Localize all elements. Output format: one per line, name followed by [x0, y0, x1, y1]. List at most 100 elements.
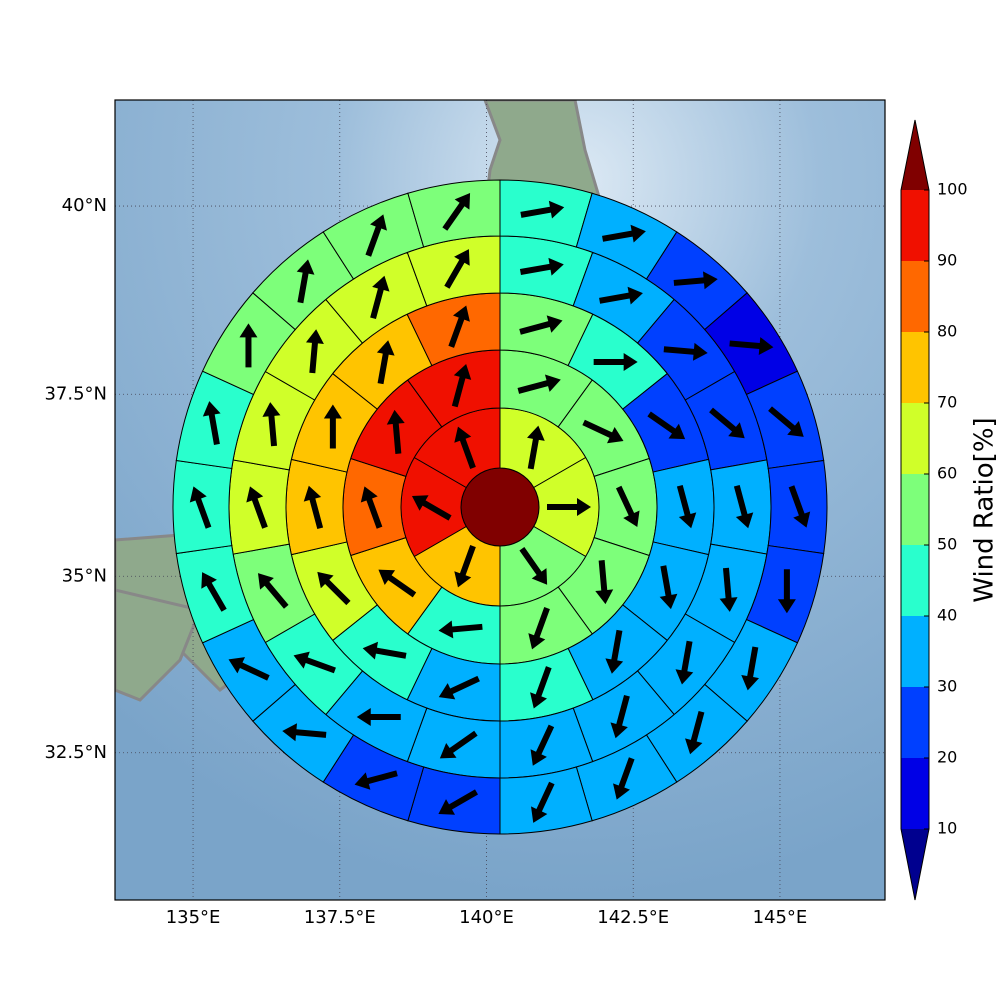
- wind-arrow: [438, 620, 483, 639]
- wind-arrow: [378, 569, 417, 598]
- wind-arrow: [438, 789, 479, 815]
- wind-arrow: [595, 560, 614, 605]
- x-tick-label: 140°E: [459, 907, 514, 928]
- wind-arrow: [788, 485, 811, 528]
- map-frame: [114, 99, 886, 901]
- wind-arrow: [354, 770, 398, 790]
- colorbar-tick-label: 40: [937, 606, 957, 625]
- wind-arrow: [663, 342, 708, 361]
- wind-arrow: [527, 425, 545, 470]
- wind-arrow: [676, 484, 697, 529]
- wind-arrow: [189, 486, 212, 529]
- colorbar-tick-label: 30: [937, 677, 957, 696]
- sectors: [172, 179, 828, 835]
- wind-arrow: [519, 315, 563, 335]
- wind-arrow: [438, 675, 480, 700]
- wind-arrow: [202, 401, 221, 445]
- colorbar-tick-label: 60: [937, 464, 957, 483]
- y-tick-label: 32.5°N: [44, 742, 107, 763]
- wind-arrow: [547, 498, 591, 516]
- wind-arrow: [530, 724, 555, 766]
- wind-arrow: [257, 573, 289, 609]
- colorbar-tick-label: 10: [937, 819, 957, 838]
- wind-arrow: [517, 374, 561, 394]
- wind-arrow: [386, 409, 405, 454]
- shikoku: [115, 588, 203, 702]
- arrows: [189, 193, 811, 823]
- wind-arrow: [228, 657, 270, 681]
- wind-arrow: [439, 730, 478, 759]
- colorbar-label: Wind Ratio[%]: [970, 417, 1000, 602]
- wind-arrow: [709, 407, 745, 439]
- colorbar-tick-label: 70: [937, 393, 957, 412]
- colorbar: 10 20 30 40 50 60 70 80 90 100: [900, 119, 968, 901]
- colorbar-swatch: [901, 332, 929, 403]
- wind-arrow: [293, 651, 336, 674]
- wind-arrow: [675, 640, 694, 685]
- wind-arrow: [356, 708, 401, 727]
- wind-arrow: [519, 257, 564, 276]
- colorbar-swatch: [901, 474, 929, 545]
- wind-arrow: [613, 757, 635, 800]
- wind-arrow: [733, 484, 754, 529]
- wind-arrow: [442, 193, 471, 231]
- wind-arrow: [323, 404, 342, 449]
- wind-arrow: [599, 286, 643, 305]
- wind-arrow: [239, 323, 258, 368]
- wind-arrow: [605, 629, 624, 674]
- ticks: 135°E 137.5°E 140°E 142.5°E 145°E 32.5°N 35°N 3…: [44, 195, 807, 928]
- wind-arrow: [365, 214, 387, 257]
- colorbar-swatch: [901, 403, 929, 474]
- wind-arrow: [673, 271, 718, 290]
- wind-arrow: [531, 781, 555, 823]
- wind-arrow: [582, 419, 624, 444]
- wind-arrow: [362, 641, 407, 660]
- y-tick-label: 40°N: [62, 195, 107, 216]
- colorbar-swatch: [901, 687, 929, 758]
- x-tick-label: 142.5°E: [597, 907, 669, 928]
- colorbar-tick-label: 90: [937, 251, 957, 270]
- wind-arrow: [376, 340, 395, 385]
- wind-arrow: [444, 249, 470, 289]
- wind-arrow: [296, 259, 315, 304]
- wind-arrow: [305, 329, 324, 374]
- colorbar-tick-label: 20: [937, 748, 957, 767]
- colorbar-over: [901, 120, 929, 190]
- wind-arrow: [454, 545, 476, 588]
- wind-arrow: [360, 486, 383, 529]
- wind-arrow: [201, 572, 227, 612]
- wind-arrow: [719, 567, 738, 612]
- colorbar-tick-label: 100: [937, 180, 968, 199]
- colorbar-swatch: [901, 616, 929, 687]
- wind-arrow: [602, 224, 646, 243]
- wind-arrow: [528, 607, 550, 650]
- x-tick-label: 137.5°E: [304, 907, 376, 928]
- colorbar-tick-label: 80: [937, 322, 957, 341]
- wind-arrow: [741, 646, 760, 691]
- wind-arrow: [454, 426, 476, 469]
- wind-arrow: [593, 352, 638, 371]
- colorbar-swatch: [901, 758, 929, 829]
- colorbar-swatch: [901, 261, 929, 332]
- wind-arrow: [520, 200, 565, 219]
- wind-arrow: [262, 402, 281, 447]
- wind-arrow: [451, 364, 472, 408]
- wind-arrow: [530, 666, 552, 709]
- y-tick-label: 37.5°N: [44, 383, 107, 404]
- wind-arrow: [768, 406, 804, 437]
- colorbar-under: [901, 829, 929, 900]
- colorbar-swatch: [901, 545, 929, 616]
- colorbar-swatch: [901, 190, 929, 261]
- x-tick-label: 145°E: [753, 907, 808, 928]
- wind-arrow: [448, 305, 470, 348]
- wind-arrow: [610, 694, 630, 739]
- x-tick-label: 135°E: [166, 907, 221, 928]
- wind-arrow: [647, 411, 686, 440]
- wind-arrow: [615, 485, 640, 527]
- wind-arrow: [411, 495, 452, 521]
- wind-arrow: [685, 710, 705, 755]
- wind-arrow: [519, 547, 548, 585]
- wind-arrow: [777, 569, 796, 614]
- wind-arrow: [317, 571, 351, 606]
